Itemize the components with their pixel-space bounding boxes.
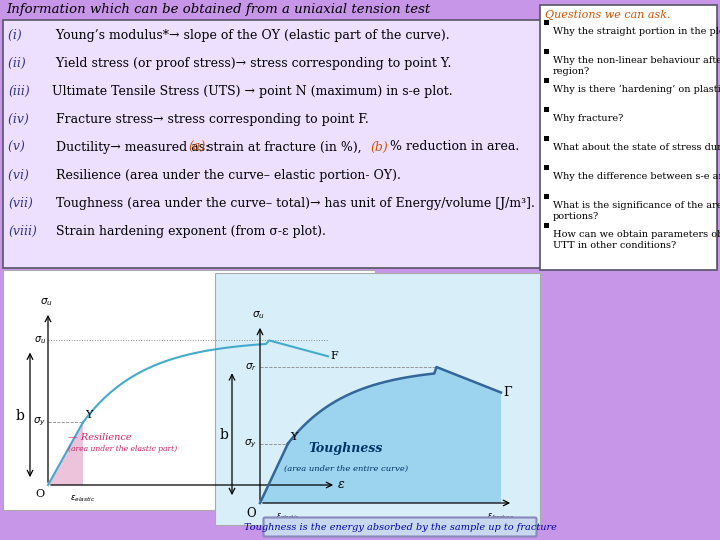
- Text: Fracture stress→ stress corresponding to point F.: Fracture stress→ stress corresponding to…: [52, 112, 369, 125]
- Text: b: b: [16, 409, 24, 423]
- Bar: [544, 223, 549, 228]
- Text: Why fracture?: Why fracture?: [553, 114, 624, 123]
- Text: Information which can be obtained from a uniaxial tension test: Information which can be obtained from a…: [6, 3, 431, 17]
- Text: Γ: Γ: [503, 386, 512, 399]
- FancyBboxPatch shape: [540, 5, 717, 270]
- Text: Why the non-linear behaviour after the elastic: Why the non-linear behaviour after the e…: [553, 56, 720, 65]
- FancyBboxPatch shape: [3, 20, 717, 268]
- Text: (vi): (vi): [8, 168, 33, 181]
- Text: How can we obtain parameters obtained from a: How can we obtain parameters obtained fr…: [553, 230, 720, 239]
- Text: region?: region?: [553, 67, 590, 76]
- Text: O: O: [246, 507, 256, 520]
- FancyBboxPatch shape: [264, 517, 536, 537]
- Text: $\sigma_y$: $\sigma_y$: [244, 437, 257, 450]
- Text: (area under the entire curve): (area under the entire curve): [284, 465, 408, 473]
- Text: ε →: ε →: [361, 517, 379, 527]
- Text: $\sigma_y$: $\sigma_y$: [33, 416, 46, 429]
- Bar: [544, 107, 549, 112]
- Text: What is the significance of the area under various: What is the significance of the area und…: [553, 201, 720, 210]
- Text: $\sigma_u$: $\sigma_u$: [251, 309, 264, 321]
- Text: (i): (i): [8, 29, 30, 42]
- Text: (v): (v): [8, 140, 33, 153]
- Text: $\sigma_u$: $\sigma_u$: [40, 296, 53, 308]
- Bar: [544, 78, 549, 83]
- Bar: [544, 194, 549, 199]
- Text: Yield stress (or proof stress)→ stress corresponding to point Y.: Yield stress (or proof stress)→ stress c…: [52, 57, 451, 70]
- Text: % reduction in area.: % reduction in area.: [386, 140, 519, 153]
- Bar: [544, 20, 549, 25]
- Text: (b): (b): [370, 140, 388, 153]
- Text: UTT in other conditions?: UTT in other conditions?: [553, 241, 676, 250]
- Text: (iv): (iv): [8, 112, 33, 125]
- Text: What about the state of stress during the test?: What about the state of stress during th…: [553, 143, 720, 152]
- Text: Y: Y: [290, 431, 297, 442]
- Bar: [544, 49, 549, 54]
- Text: Young’s modulus*→ slope of the OY (elastic part of the curve).: Young’s modulus*→ slope of the OY (elast…: [52, 29, 449, 42]
- Text: Why the difference between s-e and σ-ε curves?: Why the difference between s-e and σ-ε c…: [553, 172, 720, 181]
- Text: Resilience (area under the curve– elastic portion- OY).: Resilience (area under the curve– elasti…: [52, 168, 401, 181]
- Polygon shape: [48, 422, 83, 485]
- FancyBboxPatch shape: [3, 270, 375, 510]
- Text: $\varepsilon_{fracture}$: $\varepsilon_{fracture}$: [487, 512, 515, 523]
- FancyBboxPatch shape: [215, 273, 540, 525]
- Text: (area under the elastic part): (area under the elastic part): [68, 446, 177, 453]
- Bar: [544, 165, 549, 170]
- Text: (iii): (iii): [8, 84, 30, 98]
- Text: Ultimate Tensile Stress (UTS) → point N (maximum) in s-e plot.: Ultimate Tensile Stress (UTS) → point N …: [52, 84, 453, 98]
- Polygon shape: [260, 367, 501, 503]
- Text: F: F: [330, 352, 338, 361]
- Text: $\varepsilon_{elastic}$: $\varepsilon_{elastic}$: [71, 494, 96, 504]
- Text: O: O: [35, 489, 44, 499]
- Text: Why is there ‘hardening’ on plastic deformation?: Why is there ‘hardening’ on plastic defo…: [553, 85, 720, 94]
- Text: (ii): (ii): [8, 57, 30, 70]
- Text: $\sigma_u$: $\sigma_u$: [34, 334, 46, 346]
- Text: — Resilience: — Resilience: [68, 433, 132, 442]
- Text: $\varepsilon_{elastic}$: $\varepsilon_{elastic}$: [276, 512, 300, 523]
- Text: Ductility→ measured as:: Ductility→ measured as:: [52, 140, 213, 153]
- Text: (vii): (vii): [8, 197, 33, 210]
- Text: Strain hardening exponent (from σ-ε plot).: Strain hardening exponent (from σ-ε plot…: [52, 225, 326, 238]
- Text: Toughness (area under the curve– total)→ has unit of Energy/volume [J/m³].: Toughness (area under the curve– total)→…: [52, 197, 535, 210]
- Text: Questions we can ask.: Questions we can ask.: [545, 10, 670, 20]
- Text: $\sigma_r$: $\sigma_r$: [245, 361, 257, 373]
- Text: strain at fracture (in %),: strain at fracture (in %),: [203, 140, 369, 153]
- Text: b: b: [220, 428, 228, 442]
- Text: ε: ε: [338, 478, 345, 491]
- Text: Why the straight portion in the plot?: Why the straight portion in the plot?: [553, 27, 720, 36]
- Bar: [544, 136, 549, 141]
- Text: portions?: portions?: [553, 212, 599, 221]
- Text: Y: Y: [85, 410, 92, 420]
- Text: Toughness: Toughness: [309, 442, 383, 455]
- Text: Toughness is the energy absorbed by the sample up to fracture: Toughness is the energy absorbed by the …: [243, 523, 557, 531]
- Text: (a): (a): [188, 140, 205, 153]
- Text: (viii): (viii): [8, 225, 37, 238]
